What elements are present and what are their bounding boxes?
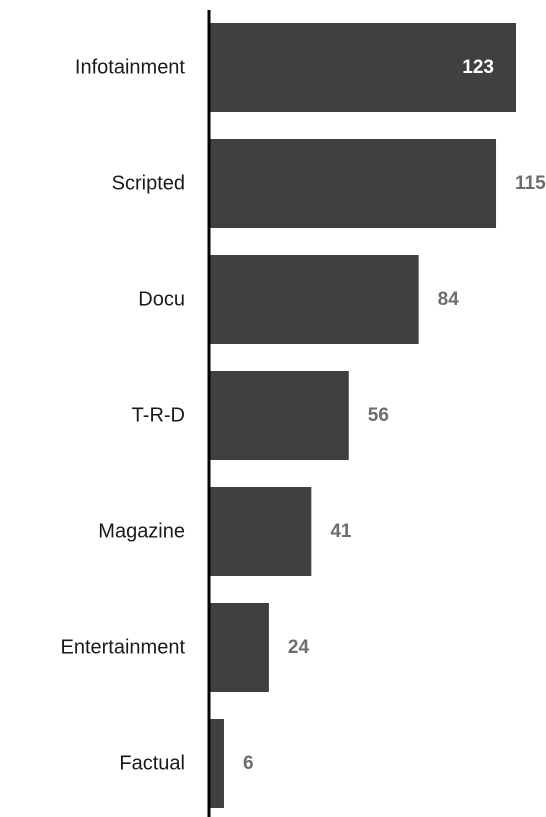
bar-docu	[209, 255, 419, 344]
category-label: Docu	[138, 289, 185, 311]
category-label: Scripted	[112, 173, 185, 195]
category-label: Magazine	[98, 521, 185, 543]
value-label: 6	[243, 753, 254, 774]
value-label: 84	[438, 289, 460, 310]
value-label: 24	[288, 637, 310, 658]
labels-layer: Infotainment 123 Scripted 115 Docu 84 T-R-D 56 M…	[60, 57, 546, 775]
category-label: T-R-D	[132, 405, 185, 427]
value-label: 123	[462, 57, 494, 78]
bar-factual	[209, 719, 224, 808]
value-label: 115	[515, 173, 546, 194]
bar-t-r-d	[209, 371, 349, 460]
bar-magazine	[209, 487, 312, 576]
bar-infotainment	[209, 23, 516, 112]
category-label: Factual	[119, 753, 185, 775]
bars-layer	[209, 23, 516, 808]
category-label: Entertainment	[60, 637, 185, 659]
value-label: 56	[368, 405, 389, 426]
category-label: Infotainment	[75, 57, 186, 79]
bar-entertainment	[209, 603, 269, 692]
bar-scripted	[209, 139, 497, 228]
value-label: 41	[330, 521, 352, 542]
